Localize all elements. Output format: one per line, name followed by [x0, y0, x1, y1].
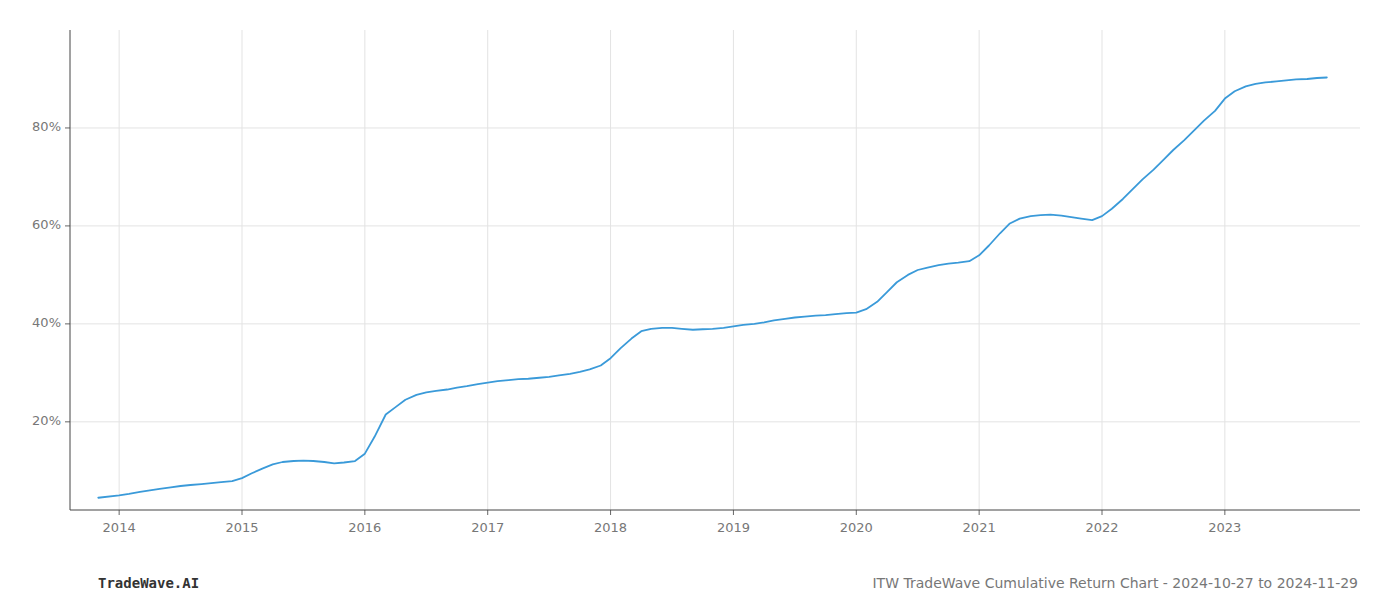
y-axis-line [70, 30, 71, 510]
y-grid-line [70, 421, 1360, 422]
y-grid-line [70, 225, 1360, 226]
x-tick [733, 510, 734, 515]
x-tick [487, 510, 488, 515]
y-tick [65, 421, 70, 422]
x-grid-line [119, 30, 120, 510]
x-tick-label: 2022 [1085, 520, 1118, 535]
x-grid-line [487, 30, 488, 510]
axes: 20% 40% 60% 80% 2014 2015 2016 2017 2018 2019 2020… [32, 30, 1360, 535]
y-grid-line [70, 323, 1360, 324]
plot-data [98, 78, 1327, 498]
x-tick [364, 510, 365, 515]
x-grid-line [1102, 30, 1103, 510]
y-tick [65, 225, 70, 226]
x-tick [242, 510, 243, 515]
x-tick-label: 2017 [471, 520, 504, 535]
x-tick-label: 2023 [1208, 520, 1241, 535]
x-tick [979, 510, 980, 515]
x-grid-line [856, 30, 857, 510]
y-tick [65, 127, 70, 128]
y-tick-label: 80% [32, 119, 61, 134]
y-tick-label: 40% [32, 315, 61, 330]
x-tick-label: 2018 [594, 520, 627, 535]
x-axis-line [70, 510, 1360, 511]
x-grid-line [733, 30, 734, 510]
chart: 20% 40% 60% 80% 2014 2015 2016 2017 2018 2019 2020… [0, 0, 1400, 600]
x-tick-label: 2015 [225, 520, 258, 535]
x-grid-line [1224, 30, 1225, 510]
x-grid-line [979, 30, 980, 510]
x-grid-line [364, 30, 365, 510]
x-tick [1224, 510, 1225, 515]
y-tick [65, 323, 70, 324]
x-tick [610, 510, 611, 515]
x-tick-label: 2021 [963, 520, 996, 535]
grid [70, 30, 1360, 510]
x-tick [119, 510, 120, 515]
x-grid-line [242, 30, 243, 510]
x-tick-label: 2014 [103, 520, 136, 535]
y-tick-label: 20% [32, 413, 61, 428]
line [98, 78, 1327, 498]
page: {"chart_data": { "type": "line", "annota… [0, 0, 1400, 600]
x-tick-label: 2019 [717, 520, 750, 535]
x-tick [856, 510, 857, 515]
footer-right: ITW TradeWave Cumulative Return Chart - … [872, 575, 1358, 591]
x-tick [1102, 510, 1103, 515]
y-grid-line [70, 127, 1360, 128]
footer-left: TradeWave.AI [98, 575, 199, 591]
footer: TradeWave.AI ITW TradeWave Cumulative Ret… [98, 575, 1358, 591]
y-tick-label: 60% [32, 217, 61, 232]
x-tick-label: 2020 [840, 520, 873, 535]
x-tick-label: 2016 [348, 520, 381, 535]
x-grid-line [610, 30, 611, 510]
